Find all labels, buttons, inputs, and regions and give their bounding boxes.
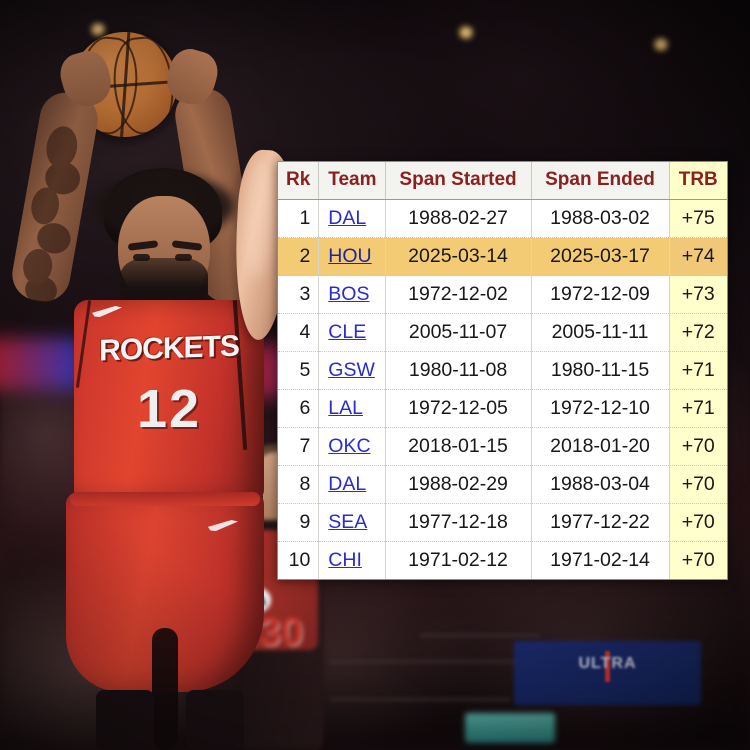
- table-header: Rk Team Span Started Span Ended TRB: [278, 162, 727, 200]
- team-link[interactable]: CHI: [328, 549, 362, 571]
- cell-trb: +71: [668, 351, 727, 390]
- cell-team: HOU: [318, 237, 386, 276]
- table-body: 1 DAL 1988-02-27 1988-03-02 +75 2 HOU 2025-03-1…: [278, 199, 727, 579]
- cell-rank: 1: [278, 199, 320, 238]
- cell-trb: +70: [668, 503, 727, 542]
- cell-rank: 8: [278, 465, 320, 504]
- team-link[interactable]: HOU: [328, 245, 372, 267]
- table-row: 7 OKC 2018-01-15 2018-01-20 +70: [278, 427, 727, 466]
- cell-trb: +71: [668, 389, 727, 428]
- cell-rank: 3: [278, 275, 320, 314]
- cell-trb: +70: [668, 465, 727, 504]
- cell-team: SEA: [318, 503, 386, 542]
- team-link[interactable]: LAL: [328, 397, 363, 419]
- table-row: 10 CHI 1971-02-12 1971-02-14 +70: [278, 541, 727, 579]
- team-link[interactable]: GSW: [328, 359, 375, 381]
- cell-span-ended: 1977-12-22: [531, 503, 670, 542]
- cell-span-started: 1977-12-18: [385, 503, 532, 542]
- column-header-team[interactable]: Team: [318, 162, 386, 200]
- table-row: 6 LAL 1972-12-05 1972-12-10 +71: [278, 389, 727, 428]
- cell-rank: 5: [278, 351, 320, 390]
- team-link[interactable]: BOS: [328, 283, 370, 305]
- stair-railing: [420, 633, 540, 637]
- cell-trb: +72: [668, 313, 727, 352]
- cell-trb: +73: [668, 275, 727, 314]
- table-row: 9 SEA 1977-12-18 1977-12-22 +70: [278, 503, 727, 542]
- cell-span-started: 2025-03-14: [385, 237, 532, 276]
- cell-team: GSW: [318, 351, 386, 390]
- cell-span-ended: 2025-03-17: [531, 237, 670, 276]
- cell-span-ended: 1972-12-09: [531, 275, 670, 314]
- cell-trb: +70: [668, 427, 727, 466]
- team-link[interactable]: DAL: [328, 207, 367, 229]
- cell-team: OKC: [318, 427, 386, 466]
- advertisement-text: ULTRA: [578, 654, 637, 672]
- cell-trb: +70: [668, 541, 727, 579]
- shorts-waistband: [70, 492, 260, 506]
- cell-span-ended: 1972-12-10: [531, 389, 670, 428]
- arm-tattoo: [5, 116, 101, 314]
- courtside-screen: [465, 712, 555, 743]
- player-leg: [96, 690, 154, 750]
- leg-shadow: [152, 628, 178, 750]
- cell-rank: 2: [278, 237, 320, 276]
- jersey-team-name: ROCKETS: [99, 329, 239, 368]
- cell-span-ended: 2005-11-11: [531, 313, 670, 352]
- cell-span-started: 1971-02-12: [385, 541, 532, 579]
- cell-span-started: 1988-02-27: [385, 199, 532, 238]
- stats-table-container: Rk Team Span Started Span Ended TRB 1 DAL…: [277, 161, 728, 580]
- cell-span-ended: 1988-03-04: [531, 465, 670, 504]
- jersey-number: 12: [136, 379, 202, 439]
- stair-railing: [330, 660, 540, 663]
- stair-railing: [330, 697, 510, 701]
- cell-team: CHI: [318, 541, 386, 579]
- cell-span-ended: 2018-01-20: [531, 427, 670, 466]
- arena-light: [652, 37, 669, 51]
- cell-span-started: 1980-11-08: [385, 351, 532, 390]
- table-row: 2 HOU 2025-03-14 2025-03-17 +74: [278, 237, 727, 276]
- cell-rank: 9: [278, 503, 320, 542]
- table-row: 4 CLE 2005-11-07 2005-11-11 +72: [278, 313, 727, 352]
- table-row: 3 BOS 1972-12-02 1972-12-09 +73: [278, 275, 727, 314]
- cell-span-started: 1988-02-29: [385, 465, 532, 504]
- column-header-trb[interactable]: TRB: [668, 162, 727, 200]
- cell-span-started: 1972-12-02: [385, 275, 532, 314]
- cell-span-started: 1972-12-05: [385, 389, 532, 428]
- cell-team: DAL: [318, 465, 386, 504]
- column-header-span-started[interactable]: Span Started: [385, 162, 532, 200]
- cell-rank: 4: [278, 313, 320, 352]
- team-link[interactable]: CLE: [328, 321, 367, 343]
- rebound-margin-leaders-table: Rk Team Span Started Span Ended TRB 1 DAL…: [278, 162, 727, 579]
- cell-rank: 7: [278, 427, 320, 466]
- table-row: 5 GSW 1980-11-08 1980-11-15 +71: [278, 351, 727, 390]
- column-header-span-ended[interactable]: Span Ended: [531, 162, 670, 200]
- cell-team: BOS: [318, 275, 386, 314]
- cell-rank: 6: [278, 389, 320, 428]
- table-row: 8 DAL 1988-02-29 1988-03-04 +70: [278, 465, 727, 504]
- cell-span-started: 2005-11-07: [385, 313, 532, 352]
- cell-team: DAL: [318, 199, 386, 238]
- cell-team: CLE: [318, 313, 386, 352]
- player-leg: [186, 690, 244, 750]
- team-link[interactable]: OKC: [328, 435, 371, 457]
- cell-span-ended: 1988-03-02: [531, 199, 670, 238]
- cell-rank: 10: [278, 541, 320, 579]
- cell-span-started: 2018-01-15: [385, 427, 532, 466]
- table-header-row: Rk Team Span Started Span Ended TRB: [278, 162, 727, 200]
- cell-trb: +75: [668, 199, 727, 238]
- column-header-rk[interactable]: Rk: [278, 162, 320, 200]
- team-link[interactable]: SEA: [328, 511, 368, 533]
- cell-team: LAL: [318, 389, 386, 428]
- table-row: 1 DAL 1988-02-27 1988-03-02 +75: [278, 199, 727, 238]
- team-link[interactable]: DAL: [328, 473, 367, 495]
- cell-trb: +74: [668, 237, 727, 276]
- arena-light: [457, 26, 474, 40]
- cell-span-ended: 1971-02-14: [531, 541, 670, 579]
- cell-span-ended: 1980-11-15: [531, 351, 670, 390]
